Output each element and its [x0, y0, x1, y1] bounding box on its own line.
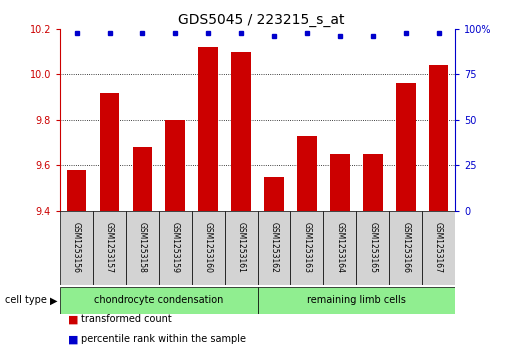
Bar — [290, 211, 323, 285]
Text: ▶: ▶ — [50, 295, 58, 305]
Text: remaining limb cells: remaining limb cells — [307, 295, 406, 305]
Bar — [93, 211, 126, 285]
Bar — [257, 211, 290, 285]
Bar — [225, 211, 257, 285]
Bar — [100, 93, 119, 211]
Bar — [389, 211, 422, 285]
Text: GSM1253163: GSM1253163 — [302, 222, 311, 273]
Bar — [198, 47, 218, 211]
Bar — [429, 65, 448, 211]
Bar — [126, 211, 159, 285]
Text: GSM1253157: GSM1253157 — [105, 222, 114, 273]
Text: GSM1253165: GSM1253165 — [368, 222, 377, 273]
Text: GSM1253160: GSM1253160 — [204, 222, 213, 273]
Bar — [323, 211, 356, 285]
Text: GSM1253158: GSM1253158 — [138, 222, 147, 273]
Bar — [231, 52, 251, 211]
Bar — [356, 211, 389, 285]
Text: GSM1253156: GSM1253156 — [72, 222, 81, 273]
Text: percentile rank within the sample: percentile rank within the sample — [81, 334, 246, 344]
Bar — [330, 154, 350, 211]
Text: ■: ■ — [68, 334, 78, 344]
Bar — [60, 211, 93, 285]
Bar — [60, 287, 257, 314]
Text: GSM1253164: GSM1253164 — [335, 222, 344, 273]
Bar — [396, 83, 415, 211]
Bar — [132, 147, 152, 211]
Bar — [192, 211, 225, 285]
Bar — [363, 154, 383, 211]
Bar — [264, 176, 284, 211]
Bar — [165, 120, 185, 211]
Text: transformed count: transformed count — [81, 314, 172, 325]
Text: GSM1253161: GSM1253161 — [236, 222, 246, 273]
Text: GSM1253162: GSM1253162 — [269, 222, 279, 273]
Bar — [159, 211, 192, 285]
Bar — [67, 170, 86, 211]
Bar — [257, 287, 455, 314]
Bar — [422, 211, 455, 285]
Bar — [297, 136, 317, 211]
Text: chondrocyte condensation: chondrocyte condensation — [94, 295, 223, 305]
Text: GSM1253159: GSM1253159 — [171, 222, 180, 273]
Text: GDS5045 / 223215_s_at: GDS5045 / 223215_s_at — [178, 13, 345, 27]
Text: cell type: cell type — [5, 295, 47, 305]
Text: ■: ■ — [68, 314, 78, 325]
Text: GSM1253167: GSM1253167 — [434, 222, 443, 273]
Text: GSM1253166: GSM1253166 — [401, 222, 410, 273]
